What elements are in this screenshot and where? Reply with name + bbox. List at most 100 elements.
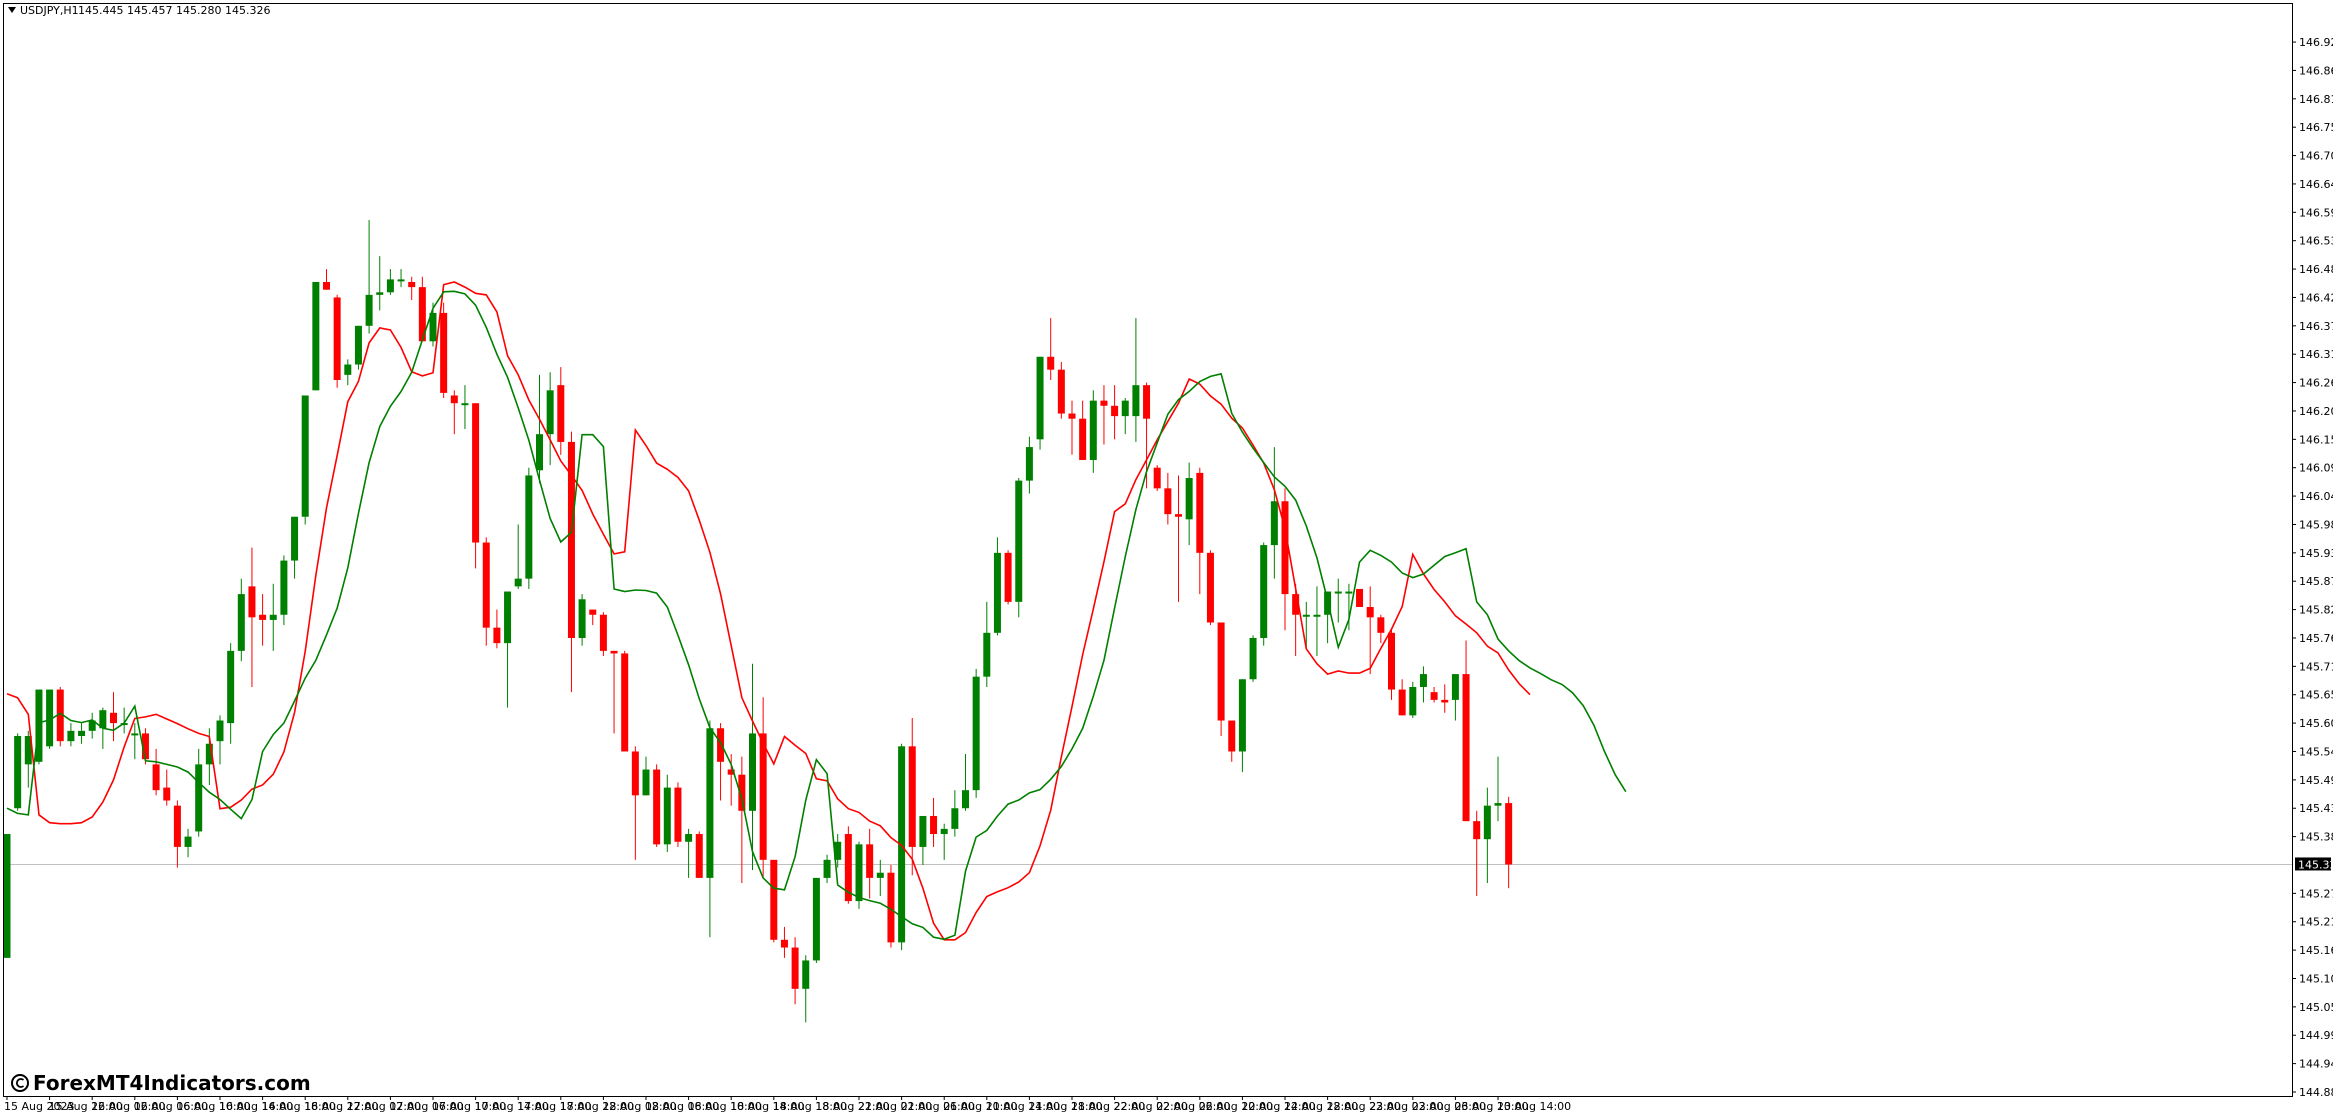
candle (237, 578, 245, 662)
y-tick-label: 145.985 (2299, 518, 2333, 531)
x-tick-label: 15 Aug 22:00 (49, 1100, 123, 1113)
candle-body (621, 653, 629, 752)
y-tick-label: 145.765 (2299, 632, 2333, 645)
candle-body (536, 434, 543, 471)
candle (844, 826, 852, 904)
x-tick-label: 18 Aug 14:00 (730, 1100, 804, 1113)
candle-body (706, 728, 714, 878)
candle-body (46, 689, 54, 747)
x-tick-label: 18 Aug 02:00 (602, 1100, 676, 1113)
x-tick-label: 23 Aug 02:00 (1369, 1100, 1443, 1113)
candle (812, 877, 820, 964)
candle (770, 859, 778, 943)
candle-body (557, 385, 565, 442)
candle (1132, 318, 1140, 442)
candle (78, 723, 86, 744)
candle-body (599, 614, 607, 651)
candle (1217, 622, 1225, 736)
symbol-label: USDJPY,H1 (20, 4, 79, 17)
x-tick-label: 17 Aug 18:00 (517, 1100, 591, 1113)
candle-body (1185, 478, 1193, 520)
candle-body (983, 632, 991, 677)
x-tick-label: 21 Aug 06:00 (901, 1100, 975, 1113)
x-tick-label: 21 Aug 10:00 (943, 1100, 1017, 1113)
candle-body (695, 834, 703, 878)
x-tick-label: 23 Aug 06:00 (1412, 1100, 1486, 1113)
candle-body (504, 591, 512, 644)
candle-body (1313, 614, 1321, 617)
candle-body (131, 733, 139, 736)
y-tick-label: 145.380 (2299, 831, 2333, 844)
candle (1100, 385, 1108, 445)
candle (301, 395, 309, 525)
candle (1366, 586, 1374, 675)
candle (1430, 686, 1438, 703)
candle-body (876, 872, 884, 878)
y-tick-label: 146.040 (2299, 490, 2333, 503)
candle (1270, 447, 1278, 579)
candle-body (1025, 447, 1033, 481)
x-tick-label: 22 Aug 06:00 (1156, 1100, 1230, 1113)
candle (749, 663, 756, 871)
candle-body (1057, 369, 1065, 414)
candle (557, 367, 565, 455)
candle (1494, 756, 1502, 822)
x-tick-label: 15 Aug 2023 (4, 1100, 74, 1113)
candle (1206, 550, 1214, 626)
candle-body (152, 764, 160, 791)
candle (1036, 356, 1044, 450)
y-tick-label: 145.435 (2299, 802, 2333, 815)
candle-body (642, 769, 650, 796)
candle (216, 715, 224, 765)
candle (1249, 635, 1257, 682)
candle (280, 555, 288, 626)
candle-body (589, 609, 597, 615)
candle-body (610, 650, 618, 654)
candle (1089, 390, 1097, 473)
candle-body (472, 403, 480, 543)
candle (738, 756, 746, 884)
candle (1057, 361, 1065, 419)
y-tick-label: 146.700 (2299, 150, 2333, 163)
y-tick-label: 145.270 (2299, 887, 2333, 900)
y-tick-label: 146.315 (2299, 348, 2333, 361)
x-tick-label: 17 Aug 22:00 (560, 1100, 634, 1113)
candle-body (1079, 418, 1087, 460)
candle (1313, 586, 1321, 657)
candle-body (429, 312, 437, 342)
candle (1462, 640, 1470, 822)
y-tick-label: 145.600 (2299, 717, 2333, 730)
candle-body (1419, 674, 1427, 687)
y-tick-label: 146.260 (2299, 377, 2333, 390)
candle (589, 609, 597, 626)
candle (1185, 462, 1193, 546)
candle-body (908, 746, 916, 847)
x-tick-label: 18 Aug 22:00 (815, 1100, 889, 1113)
x-tick-label: 16 Aug 02:00 (91, 1100, 165, 1113)
candle-body (1206, 552, 1214, 623)
candle (88, 712, 96, 739)
candle (962, 754, 969, 811)
candle-body (727, 769, 735, 775)
candle (472, 403, 480, 569)
candle-body (280, 560, 288, 615)
y-tick-label: 146.755 (2299, 121, 2333, 134)
candle-body (78, 730, 86, 736)
candle-body (205, 743, 213, 765)
candle (610, 650, 618, 734)
candle (397, 269, 405, 288)
candle-body (216, 720, 224, 742)
candle-body (1366, 607, 1374, 618)
candle-body (88, 720, 96, 731)
x-tick-label: 16 Aug 06:00 (134, 1100, 208, 1113)
x-tick-label: 17 Aug 06:00 (389, 1100, 463, 1113)
candle (24, 730, 32, 788)
dropdown-triangle-icon[interactable] (8, 7, 16, 13)
candle-body (514, 578, 522, 587)
candle (482, 537, 490, 646)
candle (110, 692, 117, 742)
candle-body (919, 815, 927, 847)
candle (1451, 674, 1459, 721)
candle-body (259, 614, 267, 620)
